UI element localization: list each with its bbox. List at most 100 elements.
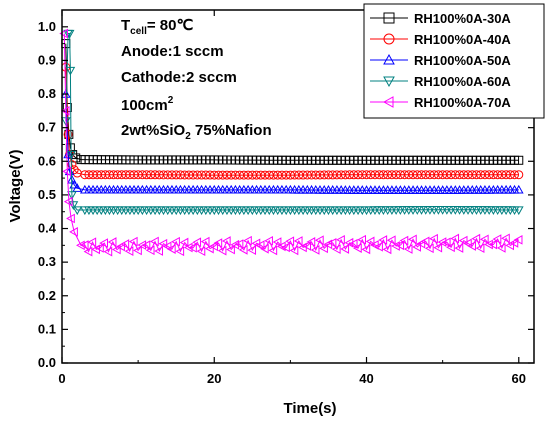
legend-label: RH100%0A-70A [414,95,511,110]
data-point [179,237,189,248]
legend-entry: RH100%0A-50A [370,53,511,68]
data-point [327,237,337,248]
data-point [403,244,413,254]
series-RH100%0A-30A [61,39,524,165]
data-point [395,240,405,251]
data-point [66,150,76,160]
data-point [175,246,185,257]
data-point [441,237,451,248]
legend-marker [383,53,395,65]
data-point [137,240,147,250]
y-tick-label: 0.9 [38,52,56,67]
annotation-block: Tcell= 80℃ Anode:1 sccm Cathode:2 sccm 1… [121,17,272,142]
data-point [454,243,464,253]
legend-label: RH100%0A-30A [414,11,511,26]
series-RH100%0A-60A [60,29,524,216]
series-RH100%0A-50A [60,89,524,194]
data-point [87,237,97,248]
data-point [479,234,489,245]
legend: RH100%0A-30A RH100%0A-40A RH100%0A-50A RH10… [363,3,545,119]
data-point [196,246,206,257]
data-point [230,239,240,250]
data-point [336,234,345,245]
annotation-cathode: Cathode:2 sccm [121,69,237,86]
legend-marker [383,33,395,45]
data-point [302,241,312,251]
data-point [221,236,231,246]
y-tick-label: 0.2 [38,288,56,303]
data-point [492,234,502,244]
data-point [116,241,125,252]
y-tick-label: 0.4 [38,221,57,236]
data-point [510,170,520,180]
x-tick-label: 20 [207,371,221,386]
data-point [386,235,396,246]
legend-marker [383,76,395,88]
data-point [424,243,434,254]
x-axis-title: Time(s) [283,400,336,417]
data-point [412,242,421,252]
data-point [450,233,460,244]
data-point [272,237,282,247]
data-point [111,244,121,255]
data-point [145,245,155,256]
legend-marker [382,96,394,108]
legend-label: RH100%0A-40A [414,32,511,47]
x-tick-label: 0 [58,371,65,386]
data-point [76,240,85,251]
data-point [467,241,476,251]
data-point [437,237,447,247]
data-point [361,244,371,255]
data-point [60,106,70,116]
data-point [124,246,134,256]
data-point [67,191,77,200]
data-point [514,170,524,180]
data-point [158,238,168,249]
legend-entry: RH100%0A-60A [370,74,511,89]
y-tick-label: 0.8 [38,86,56,101]
plot-frame [61,9,535,364]
data-point [319,243,328,254]
data-point [120,239,130,249]
legend-entry: RH100%0A-40A [370,32,511,47]
data-point [247,245,257,255]
data-point [399,235,409,246]
data-point [59,28,68,39]
data-point [276,241,286,252]
data-point [63,149,73,159]
data-point [289,245,299,256]
data-point [268,245,278,256]
data-point [62,166,72,177]
y-tick-label: 0.0 [38,355,56,370]
data-point [446,242,455,253]
data-point [281,242,290,253]
data-point [83,246,93,257]
data-point [505,240,515,251]
legend-entry: RH100%0A-30A [370,11,511,26]
series-layer [59,28,524,257]
data-point [133,245,142,256]
data-point [314,235,324,246]
data-point [310,245,320,255]
data-point [509,238,519,248]
data-point [357,234,366,245]
data-point [183,242,193,253]
data-point [433,242,443,253]
data-point [429,233,438,244]
legend-label: RH100%0A-50A [414,53,511,68]
annotation-area: 100cm2 [121,95,174,114]
data-point [513,206,524,216]
data-point [65,66,76,76]
data-point [200,236,210,247]
data-point [67,160,77,170]
x-tick-label: 60 [512,371,526,386]
data-point [340,244,350,254]
y-tick-label: 0.6 [38,153,56,168]
legend-entry: RH100%0A-70A [370,95,511,110]
data-point [154,246,163,256]
data-point [226,244,235,255]
data-point [141,240,151,250]
data-point [217,245,227,256]
annotation-temperature: Tcell= 80℃ [121,17,193,37]
series-RH100%0A-70A [59,28,523,257]
